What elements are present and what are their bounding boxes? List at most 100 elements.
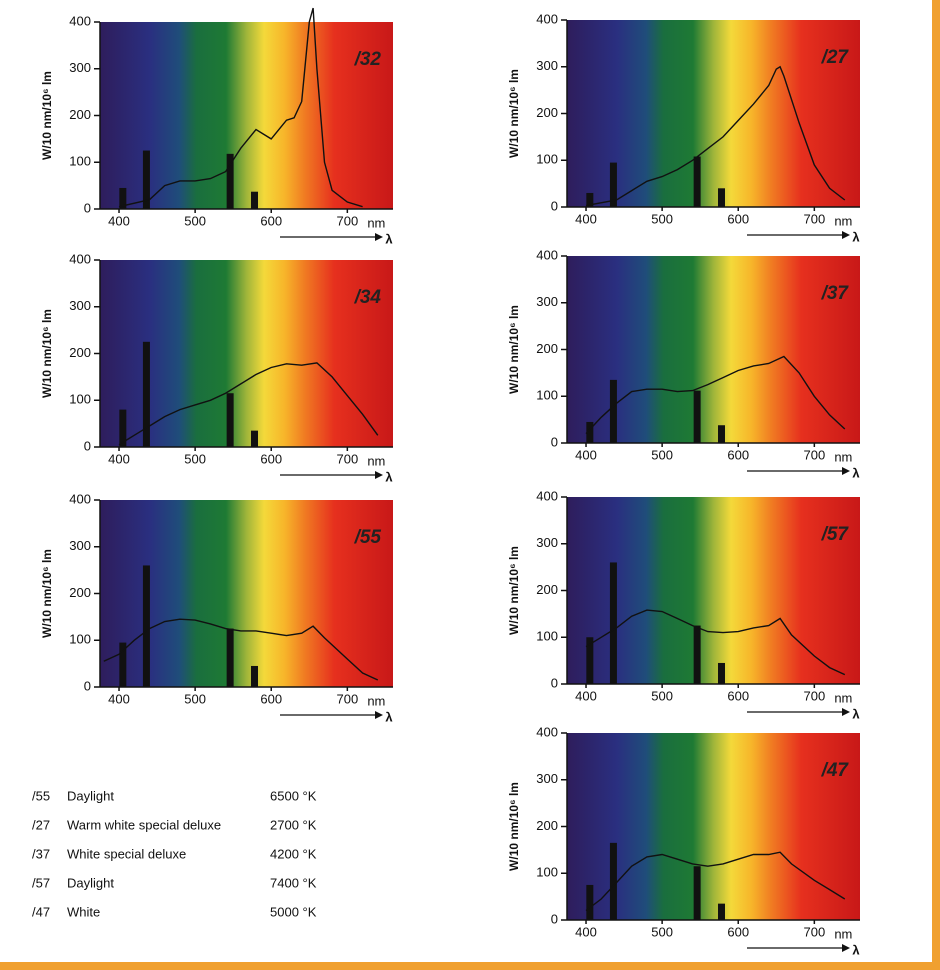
x-symbol: λ	[385, 709, 393, 724]
x-tick-label: 400	[575, 924, 597, 939]
legend-cell: /57	[32, 875, 50, 890]
y-tick-label: 400	[536, 488, 558, 503]
x-tick-label: 500	[651, 211, 673, 226]
page-border	[0, 962, 940, 970]
bar	[693, 625, 701, 684]
x-symbol: λ	[385, 231, 393, 246]
y-tick-label: 400	[536, 724, 558, 739]
x-tick-label: 600	[727, 688, 749, 703]
y-tick-label: 0	[84, 678, 91, 693]
y-tick-label: 200	[536, 341, 558, 356]
x-arrow-head	[842, 944, 850, 952]
legend-cell: White special deluxe	[67, 846, 186, 861]
x-unit: nm	[834, 926, 852, 941]
x-tick-label: 400	[108, 691, 130, 706]
chart: /47 0 100 200 300 400 400 500 600 700 W/10 nm/10⁶ …	[507, 724, 860, 957]
y-tick-label: 300	[536, 535, 558, 550]
curve	[103, 618, 379, 681]
x-tick-label: 400	[108, 451, 130, 466]
x-tick-label: 700	[803, 688, 825, 703]
bar	[226, 628, 234, 687]
x-unit: nm	[834, 213, 852, 228]
bar	[717, 188, 725, 207]
x-tick-label: 500	[184, 691, 206, 706]
x-tick-label: 400	[575, 447, 597, 462]
bar	[250, 665, 258, 687]
x-tick-label: 700	[336, 451, 358, 466]
y-axis-label: W/10 nm/10⁶ lm	[507, 69, 521, 158]
curve	[118, 362, 379, 446]
x-tick-label: 600	[260, 451, 282, 466]
x-tick-label: 600	[727, 211, 749, 226]
bar	[693, 866, 701, 920]
chart-label: /57	[821, 524, 850, 545]
x-unit: nm	[367, 693, 385, 708]
bar	[609, 162, 617, 207]
chart-label: /27	[821, 47, 850, 68]
y-tick-label: 400	[536, 247, 558, 262]
x-tick-label: 500	[184, 213, 206, 228]
chart: /57 0 100 200 300 400 400 500 600 700 W/10 nm/10⁶ …	[507, 488, 860, 721]
legend-cell: Daylight	[67, 875, 114, 890]
y-tick-label: 0	[551, 198, 558, 213]
x-tick-label: 500	[651, 924, 673, 939]
bar	[693, 156, 701, 207]
x-tick-label: 400	[575, 211, 597, 226]
bar	[142, 565, 150, 687]
y-tick-label: 100	[536, 629, 558, 644]
legend-cell: 4200 °K	[270, 846, 317, 861]
x-arrow-head	[375, 711, 383, 719]
chart: /34 0 100 200 300 400 400 500 600 700 W/10 nm/10⁶ …	[40, 251, 393, 484]
bar	[226, 393, 234, 447]
bar	[119, 409, 127, 447]
bar	[586, 421, 594, 443]
legend-cell: /55	[32, 788, 50, 803]
bar	[142, 341, 150, 447]
legend-cell: White	[67, 904, 100, 919]
y-tick-label: 0	[551, 434, 558, 449]
y-tick-label: 200	[536, 818, 558, 833]
y-tick-label: 100	[69, 154, 91, 169]
x-arrow-head	[842, 231, 850, 239]
y-axis-label: W/10 nm/10⁶ lm	[40, 71, 54, 160]
y-tick-label: 200	[69, 585, 91, 600]
y-tick-label: 300	[69, 298, 91, 313]
y-tick-label: 300	[536, 58, 558, 73]
curve	[118, 7, 363, 208]
x-unit: nm	[834, 690, 852, 705]
bar	[717, 903, 725, 920]
x-unit: nm	[834, 449, 852, 464]
bar	[586, 637, 594, 684]
x-tick-label: 600	[727, 447, 749, 462]
y-tick-label: 100	[69, 392, 91, 407]
y-tick-label: 400	[69, 491, 91, 506]
x-arrow-head	[842, 467, 850, 475]
y-axis-label: W/10 nm/10⁶ lm	[507, 782, 521, 871]
x-symbol: λ	[852, 942, 860, 957]
x-tick-label: 400	[108, 213, 130, 228]
x-tick-label: 600	[260, 213, 282, 228]
bar	[693, 390, 701, 443]
bar	[717, 662, 725, 684]
curve	[585, 355, 846, 435]
y-tick-label: 400	[69, 13, 91, 28]
bar	[142, 150, 150, 209]
chart: /37 0 100 200 300 400 400 500 600 700 W/10 nm/10⁶ …	[507, 247, 860, 480]
x-symbol: λ	[852, 465, 860, 480]
bar	[586, 192, 594, 207]
y-tick-label: 0	[551, 911, 558, 926]
x-unit: nm	[367, 453, 385, 468]
y-axis-label: W/10 nm/10⁶ lm	[507, 546, 521, 635]
y-tick-label: 300	[536, 771, 558, 786]
y-tick-label: 100	[536, 152, 558, 167]
y-tick-label: 200	[69, 345, 91, 360]
bar	[609, 562, 617, 684]
curve	[585, 609, 846, 676]
y-axis-label: W/10 nm/10⁶ lm	[40, 309, 54, 398]
bar	[119, 187, 127, 209]
y-tick-label: 200	[69, 107, 91, 122]
bar	[717, 425, 725, 443]
bar	[226, 153, 234, 209]
